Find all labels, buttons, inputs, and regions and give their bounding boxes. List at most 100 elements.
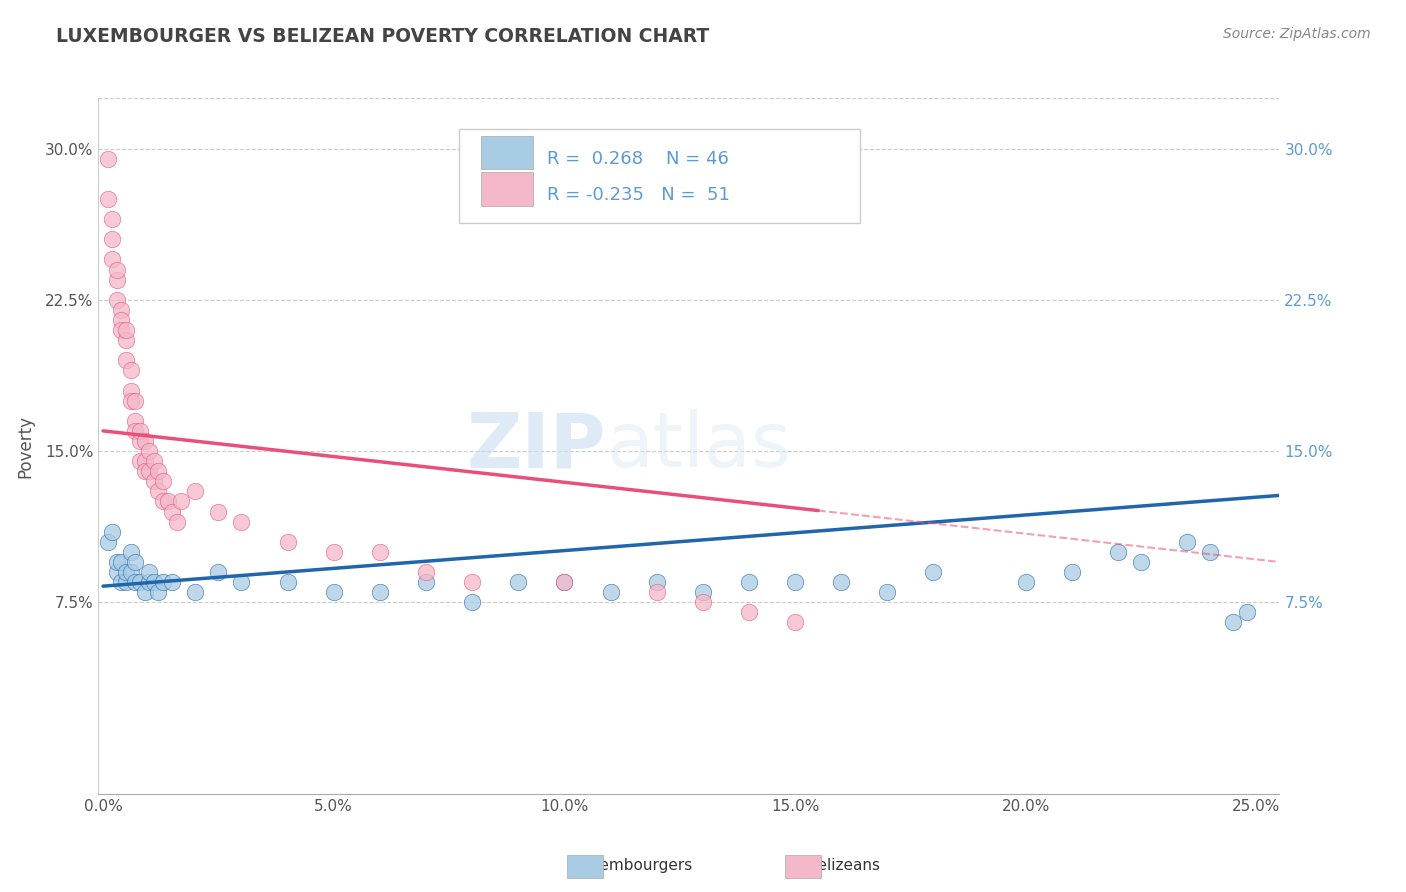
Point bbox=[692, 585, 714, 599]
Point bbox=[148, 464, 170, 478]
Point bbox=[461, 575, 484, 590]
Point bbox=[184, 585, 207, 599]
Point bbox=[152, 494, 174, 508]
Point bbox=[1199, 545, 1222, 559]
Point bbox=[184, 484, 207, 499]
Point bbox=[166, 515, 188, 529]
Point bbox=[120, 565, 142, 579]
Point bbox=[129, 434, 152, 448]
Point bbox=[134, 454, 156, 468]
Point bbox=[152, 575, 174, 590]
Point bbox=[156, 494, 179, 508]
Point bbox=[876, 585, 898, 599]
Text: Belizeans: Belizeans bbox=[807, 858, 880, 872]
Point bbox=[110, 313, 132, 327]
Point bbox=[115, 565, 138, 579]
Point bbox=[415, 575, 437, 590]
Point bbox=[277, 534, 299, 549]
Point bbox=[115, 333, 138, 347]
Point bbox=[1060, 565, 1083, 579]
Text: Source: ZipAtlas.com: Source: ZipAtlas.com bbox=[1223, 27, 1371, 41]
Point bbox=[138, 444, 160, 458]
Point bbox=[553, 575, 575, 590]
Point bbox=[461, 595, 484, 609]
Point bbox=[105, 555, 128, 569]
Point bbox=[110, 302, 132, 317]
Point bbox=[322, 585, 344, 599]
Text: ZIP: ZIP bbox=[467, 409, 606, 483]
Point bbox=[645, 575, 668, 590]
Point bbox=[231, 575, 253, 590]
Point bbox=[101, 232, 124, 246]
Point bbox=[105, 272, 128, 286]
Point bbox=[368, 585, 391, 599]
FancyBboxPatch shape bbox=[481, 172, 533, 206]
Y-axis label: Poverty: Poverty bbox=[15, 415, 34, 477]
Point bbox=[110, 555, 132, 569]
Point bbox=[277, 575, 299, 590]
Point bbox=[120, 384, 142, 398]
Point bbox=[738, 606, 761, 620]
Point bbox=[97, 192, 120, 206]
Point bbox=[142, 475, 165, 489]
Point bbox=[830, 575, 852, 590]
Text: LUXEMBOURGER VS BELIZEAN POVERTY CORRELATION CHART: LUXEMBOURGER VS BELIZEAN POVERTY CORRELA… bbox=[56, 27, 710, 45]
FancyBboxPatch shape bbox=[481, 136, 533, 169]
Point bbox=[110, 323, 132, 337]
Text: R =  0.268    N = 46: R = 0.268 N = 46 bbox=[547, 150, 730, 168]
Point bbox=[1222, 615, 1244, 630]
Point bbox=[101, 524, 124, 539]
Point bbox=[142, 454, 165, 468]
Point bbox=[134, 464, 156, 478]
Point bbox=[138, 565, 160, 579]
Point bbox=[101, 252, 124, 267]
Point bbox=[124, 555, 146, 569]
Point bbox=[508, 575, 530, 590]
Point bbox=[1175, 534, 1198, 549]
Point bbox=[105, 565, 128, 579]
Point bbox=[97, 152, 120, 166]
Point bbox=[134, 434, 156, 448]
Point bbox=[105, 262, 128, 277]
Point bbox=[692, 595, 714, 609]
Point bbox=[101, 212, 124, 227]
Point bbox=[115, 353, 138, 368]
Point bbox=[231, 515, 253, 529]
Point bbox=[322, 545, 344, 559]
Point bbox=[115, 575, 138, 590]
Point bbox=[645, 585, 668, 599]
Point bbox=[142, 575, 165, 590]
Point bbox=[553, 575, 575, 590]
Point bbox=[120, 393, 142, 408]
Point bbox=[97, 534, 120, 549]
Point bbox=[124, 393, 146, 408]
Point bbox=[162, 504, 183, 518]
Point bbox=[124, 414, 146, 428]
Point bbox=[1236, 606, 1258, 620]
Point bbox=[129, 424, 152, 438]
Point bbox=[1015, 575, 1038, 590]
Point bbox=[599, 585, 621, 599]
Point bbox=[922, 565, 945, 579]
Text: atlas: atlas bbox=[606, 409, 792, 483]
Point bbox=[1130, 555, 1153, 569]
Point bbox=[115, 323, 138, 337]
Point bbox=[120, 545, 142, 559]
Point bbox=[415, 565, 437, 579]
Point bbox=[105, 293, 128, 307]
Point bbox=[738, 575, 761, 590]
Point bbox=[110, 575, 132, 590]
Point bbox=[138, 575, 160, 590]
Point bbox=[148, 484, 170, 499]
Point bbox=[148, 585, 170, 599]
FancyBboxPatch shape bbox=[458, 129, 860, 223]
Point bbox=[783, 575, 806, 590]
Text: Luxembourgers: Luxembourgers bbox=[574, 858, 692, 872]
Text: R = -0.235   N =  51: R = -0.235 N = 51 bbox=[547, 186, 730, 204]
Point bbox=[134, 585, 156, 599]
Point bbox=[120, 363, 142, 377]
Point bbox=[129, 454, 152, 468]
Point bbox=[162, 575, 183, 590]
Point bbox=[129, 575, 152, 590]
Point bbox=[124, 575, 146, 590]
